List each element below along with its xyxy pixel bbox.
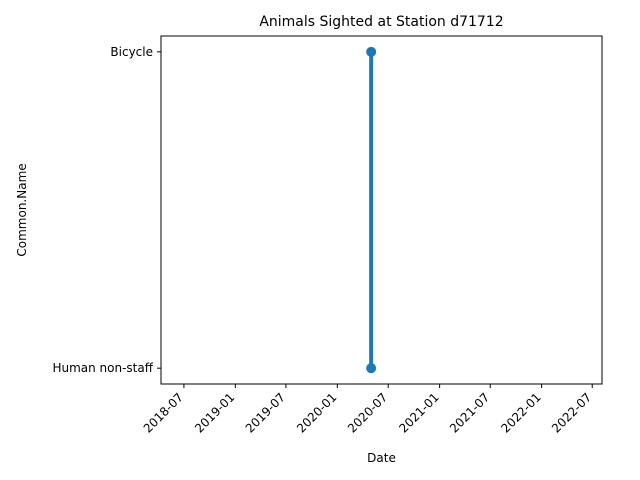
x-tick-label: 2019-01 (192, 390, 237, 435)
series-layer (366, 46, 377, 374)
chart-title: Animals Sighted at Station d71712 (259, 14, 503, 30)
x-axis-label: Date (367, 451, 396, 465)
x-tick-label: 2020-01 (294, 390, 339, 435)
x-tick-label: 2022-07 (549, 390, 594, 435)
y-axis: Human non-staff Bicycle (52, 45, 161, 375)
data-point (366, 363, 377, 374)
data-point (366, 46, 377, 57)
plot-frame (160, 35, 603, 385)
plot-area (160, 35, 603, 385)
x-tick-label: 2020-07 (345, 390, 390, 435)
x-tick-label: 2021-07 (447, 390, 492, 435)
x-tick-label: 2022-01 (498, 390, 543, 435)
x-tick-label: 2018-07 (141, 390, 186, 435)
x-axis: 2018-07 2019-01 2019-07 2020-01 2020-07 2021-… (141, 384, 594, 436)
y-tick-label: Bicycle (110, 45, 153, 59)
x-tick-label: 2021-01 (396, 390, 441, 435)
y-tick-label: Human non-staff (52, 361, 153, 375)
x-tick-label: 2019-07 (243, 390, 288, 435)
y-axis-label: Common.Name (15, 163, 29, 256)
